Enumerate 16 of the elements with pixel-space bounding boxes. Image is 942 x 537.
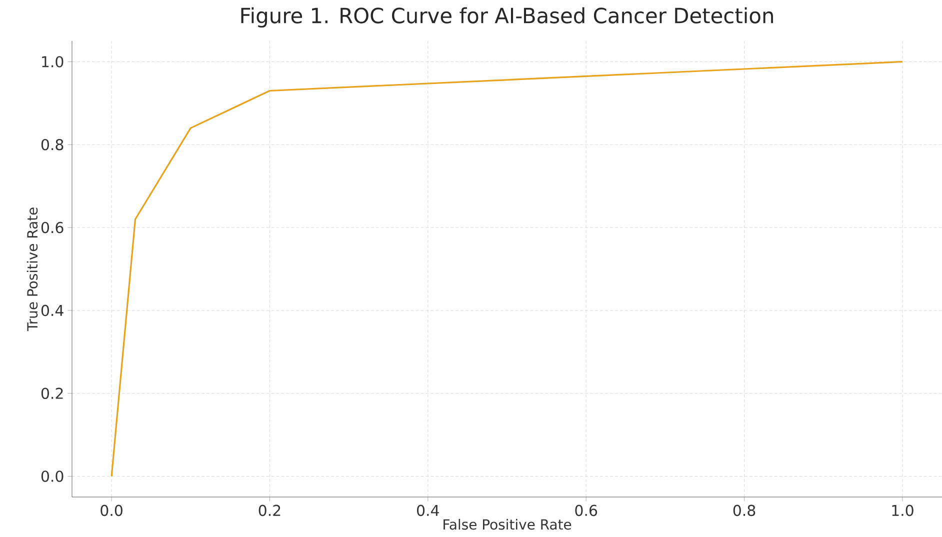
line-series	[110, 60, 904, 478]
x-tick-label: 0.2	[258, 504, 280, 516]
x-tick-label: 1.0	[892, 504, 914, 516]
x-axis-title: False Positive Rate	[444, 518, 572, 530]
x-tick-label: 0.6	[575, 504, 598, 516]
x-tick-label: 0.4	[417, 504, 439, 516]
x-tick-label: 0.8	[733, 504, 756, 516]
chart-title: Figure 1. ROC Curve for AI-Based Cancer Detection	[241, 7, 773, 28]
y-tick-label: 0.4	[41, 304, 64, 316]
x-tick-label: 0.0	[100, 504, 122, 516]
y-tick-label: 0.8	[41, 138, 64, 150]
y-tick-label: 0.6	[41, 222, 64, 234]
y-tick-label: 0.2	[41, 388, 63, 400]
y-axis-title: True Positive Rate	[26, 208, 38, 332]
y-tick-label: 0.0	[41, 470, 64, 482]
y-tick-label: 1.0	[42, 56, 64, 68]
